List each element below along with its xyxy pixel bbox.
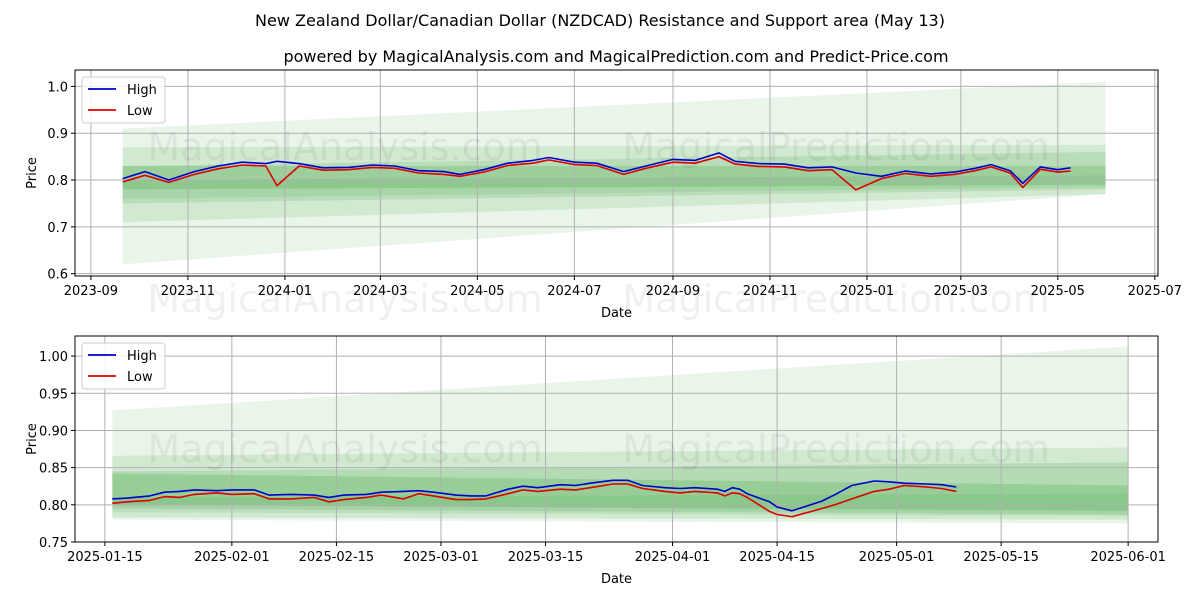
x-tick-label: 2025-03-01 [403, 550, 479, 565]
chart-panel-2: MagicalAnalysis.com MagicalPrediction.com… [25, 335, 1166, 587]
x-tick-label: 2025-04-01 [635, 550, 711, 565]
plot-frame [74, 335, 1159, 543]
legend-label-low: Low [127, 370, 153, 385]
legend-label-high: High [127, 83, 157, 98]
series-line-low [112, 483, 957, 518]
legend-label-low: Low [127, 104, 153, 119]
y-axis-label: Price [25, 157, 40, 189]
x-tick-label: 2025-03 [934, 284, 988, 299]
support-resistance-band [112, 346, 1129, 524]
support-resistance-band [112, 473, 1129, 511]
x-tick-label: 2025-04-15 [739, 550, 815, 565]
series-line-high [122, 152, 1071, 185]
x-tick-label: 2025-01-15 [67, 550, 143, 565]
legend-label-high: High [127, 349, 157, 364]
chart-subtitle: powered by MagicalAnalysis.com and Magic… [283, 47, 948, 66]
watermark-left: MagicalAnalysis.com [147, 427, 542, 471]
y-tick-label: 1.0 [47, 80, 68, 95]
x-tick-label: 2024-03 [353, 284, 407, 299]
x-axis-label: Date [601, 572, 632, 587]
x-tick-label: 2025-05-15 [963, 550, 1039, 565]
support-resistance-band [112, 462, 1129, 515]
x-tick-label: 2024-09 [646, 284, 700, 299]
legend: High Low [81, 342, 166, 390]
series-line-low [122, 155, 1071, 191]
chart-title: New Zealand Dollar/Canadian Dollar (NZDC… [255, 11, 945, 30]
y-tick-label: 0.95 [39, 387, 68, 402]
y-tick-label: 0.90 [39, 424, 68, 439]
plot-area [75, 70, 1158, 276]
y-tick-label: 0.8 [47, 174, 68, 189]
x-tick-label: 2025-05-01 [859, 550, 935, 565]
x-tick-label: 2023-11 [161, 284, 215, 299]
x-tick-label: 2024-11 [743, 284, 797, 299]
y-tick-label: 0.7 [47, 221, 68, 236]
support-resistance-band [122, 165, 1106, 190]
legend: High Low [81, 76, 166, 124]
x-tick-label: 2025-02-15 [299, 550, 375, 565]
support-resistance-band [122, 175, 1106, 199]
plot-area [75, 336, 1158, 542]
chart-panel-1: MagicalAnalysis.com MagicalPrediction.com… [25, 69, 1182, 321]
watermark-right: MagicalPrediction.com [622, 277, 1050, 321]
y-axis-label: Price [25, 423, 40, 455]
x-tick-label: 2024-07 [547, 284, 601, 299]
series-line-high [112, 479, 957, 512]
x-tick-label: 2024-01 [258, 284, 312, 299]
x-tick-label: 2024-05 [450, 284, 504, 299]
x-axis-label: Date [601, 306, 632, 321]
x-tick-label: 2025-03-15 [508, 550, 584, 565]
y-tick-label: 0.9 [47, 127, 68, 142]
watermark-left: MagicalAnalysis.com [147, 125, 542, 169]
watermark-left: MagicalAnalysis.com [147, 277, 542, 321]
x-tick-label: 2023-09 [64, 284, 118, 299]
x-tick-label: 2025-02-01 [194, 550, 270, 565]
x-tick-label: 2025-07 [1128, 284, 1182, 299]
x-tick-label: 2025-06-01 [1090, 550, 1166, 565]
plot-frame [74, 69, 1159, 277]
y-tick-label: 0.6 [47, 268, 68, 283]
x-tick-label: 2025-05 [1031, 284, 1085, 299]
y-tick-label: 0.80 [39, 499, 68, 514]
y-tick-label: 1.00 [39, 350, 68, 365]
y-tick-label: 0.85 [39, 462, 68, 477]
watermark-right: MagicalPrediction.com [622, 125, 1050, 169]
y-tick-label: 0.75 [39, 536, 68, 551]
support-resistance-band [122, 144, 1106, 223]
watermark-right: MagicalPrediction.com [622, 427, 1050, 471]
support-resistance-band [122, 81, 1106, 265]
x-tick-label: 2025-01 [840, 284, 894, 299]
